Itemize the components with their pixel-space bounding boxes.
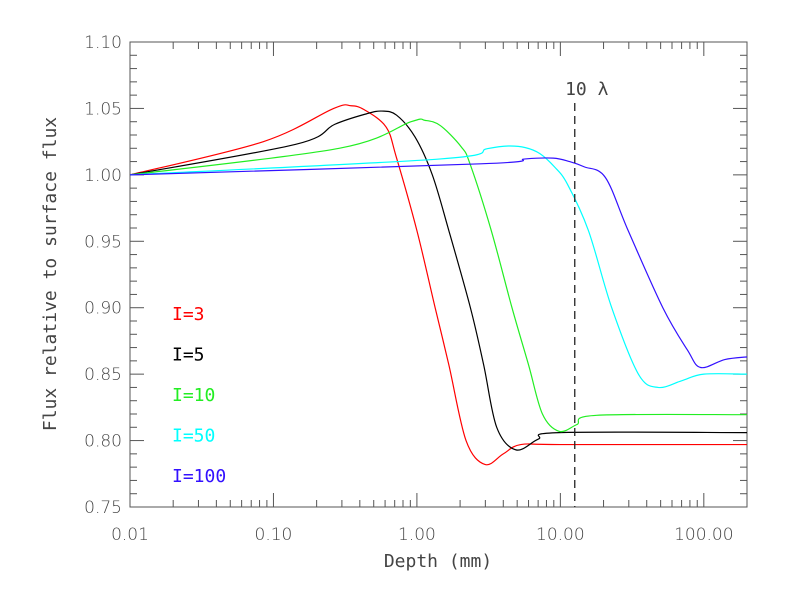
- x-axis-title: Depth (mm): [384, 551, 492, 572]
- x-tick-label: 100.00: [674, 525, 733, 545]
- legend-entry: I=3: [172, 304, 205, 325]
- legend: I=3 I=5 I=10 I=50 I=100: [172, 304, 226, 487]
- x-tick-label: 0.10: [255, 525, 293, 545]
- y-tick-label: 1.10: [84, 33, 122, 53]
- series-line-i-3: [129, 104, 747, 466]
- legend-entry: I=100: [172, 466, 226, 487]
- y-tick-labels: 0.75 0.80 0.85 0.90 0.95 1.00 1.05 1.10: [84, 33, 122, 518]
- x-tick-label: 1.00: [398, 525, 436, 545]
- x-tick-label: 10.00: [536, 525, 585, 545]
- plot-frame: [129, 41, 748, 508]
- series-lines: [129, 104, 748, 466]
- y-tick-label: 0.90: [84, 299, 122, 319]
- legend-entry: I=5: [172, 345, 205, 366]
- series-line-i-5: [129, 110, 748, 451]
- series-line-i-10: [129, 118, 748, 433]
- legend-entry: I=50: [172, 426, 215, 447]
- axis-ticks: [129, 41, 748, 508]
- y-tick-label: 0.80: [84, 432, 122, 452]
- ten-lambda-label: 10 λ: [565, 79, 609, 100]
- x-tick-label: 0.01: [111, 525, 149, 545]
- series-line-i-100: [129, 157, 748, 369]
- series-line-i-50: [129, 145, 748, 389]
- legend-entry: I=10: [172, 385, 215, 406]
- y-tick-label: 1.05: [84, 99, 122, 119]
- y-axis-title: Flux relative to surface flux: [40, 117, 61, 431]
- y-tick-label: 1.00: [84, 166, 122, 186]
- y-tick-label: 0.85: [84, 365, 122, 385]
- y-tick-label: 0.95: [84, 232, 122, 252]
- x-tick-labels: 0.01 0.10 1.00 10.00 100.00: [111, 525, 733, 545]
- y-tick-label: 0.75: [84, 498, 122, 518]
